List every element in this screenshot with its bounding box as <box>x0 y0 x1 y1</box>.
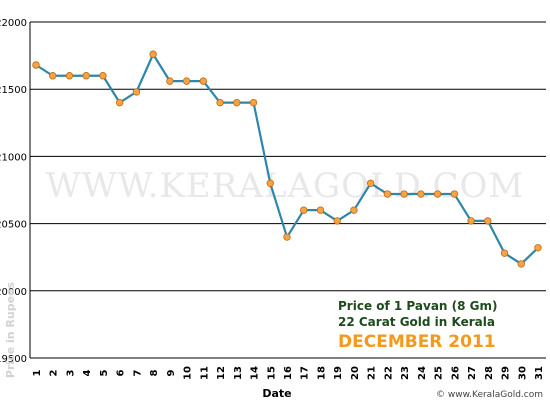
x-tick-label: 7 <box>132 369 143 376</box>
grid-lines <box>30 21 546 359</box>
data-point <box>316 206 325 214</box>
data-point <box>115 98 124 107</box>
x-tick-label: 5 <box>99 369 110 376</box>
data-point <box>534 244 542 252</box>
data-point <box>283 233 291 241</box>
x-tick-label: 28 <box>484 366 495 380</box>
data-point <box>32 61 40 69</box>
y-axis-label: Price in Rupees <box>4 281 17 378</box>
data-point <box>333 217 341 225</box>
data-point <box>65 72 74 80</box>
x-tick-label: 27 <box>467 366 478 380</box>
data-point <box>300 206 308 214</box>
y-tick-label: 21500 <box>0 85 27 96</box>
x-tick-label: 19 <box>333 366 344 380</box>
y-tick-label: 20000 <box>0 287 27 298</box>
x-tick-label: 10 <box>183 366 194 380</box>
data-point <box>517 260 525 268</box>
x-tick-label: 26 <box>450 366 461 380</box>
x-tick-label: 20 <box>350 366 361 380</box>
x-tick-label: 14 <box>250 366 261 380</box>
x-tick-label: 11 <box>199 366 210 380</box>
x-tick-label: 31 <box>534 366 545 380</box>
data-point <box>132 88 141 96</box>
data-point <box>166 77 174 85</box>
x-tick-label: 18 <box>316 366 327 380</box>
x-tick-label: 12 <box>216 366 227 380</box>
data-point <box>149 50 157 58</box>
annotation-month: DECEMBER 2011 <box>338 332 496 352</box>
x-tick-label: 13 <box>233 366 244 380</box>
data-point <box>82 72 90 80</box>
data-point <box>484 217 492 225</box>
x-tick-label: 4 <box>82 369 93 376</box>
data-point <box>49 72 57 80</box>
y-tick-label: 22000 <box>0 18 27 29</box>
data-point <box>450 190 459 198</box>
data-point <box>366 179 375 187</box>
data-point <box>182 77 191 85</box>
watermark-text: WWW.KERALAGOLD.COM <box>46 166 524 206</box>
x-tick-label: 2 <box>49 369 60 376</box>
x-tick-label: 25 <box>434 366 445 380</box>
data-point <box>383 190 392 198</box>
x-tick-label: 16 <box>283 366 294 380</box>
x-tick-label: 9 <box>166 369 177 376</box>
data-point <box>99 72 107 80</box>
data-point <box>433 190 442 198</box>
x-tick-label: 29 <box>501 366 512 380</box>
data-point <box>233 98 241 107</box>
data-point <box>216 98 224 107</box>
x-tick-label: 23 <box>400 366 411 380</box>
x-tick-labels: 1 2 3 4 5 6 7 8 9 10 11 12 13 14 15 16 17 18 19 20 21 22 23 24 2… <box>32 366 545 380</box>
x-tick-label: 6 <box>116 369 127 376</box>
data-point <box>249 98 258 107</box>
data-point <box>467 217 475 225</box>
y-tick-label: 19500 <box>0 354 27 365</box>
data-point <box>417 190 425 198</box>
price-series <box>35 53 539 266</box>
x-tick-label: 1 <box>32 369 43 376</box>
data-point <box>400 190 408 198</box>
x-tick-label: 24 <box>417 366 428 380</box>
x-tick-label: 3 <box>65 369 76 376</box>
credit-text: © www.KeralaGold.com <box>436 390 543 400</box>
x-tick-label: 30 <box>517 366 528 380</box>
data-point <box>199 77 208 85</box>
x-tick-label: 17 <box>300 366 311 380</box>
y-tick-label: 20500 <box>0 220 27 231</box>
x-tick-label: 15 <box>266 366 277 380</box>
data-point <box>266 179 274 187</box>
price-line <box>35 53 539 266</box>
annotation-line1: Price of 1 Pavan (8 Gm) <box>338 299 498 313</box>
x-tick-label: 22 <box>383 366 394 380</box>
y-tick-label: 21000 <box>0 152 27 163</box>
x-tick-label: 8 <box>149 369 160 376</box>
annotation-line2: 22 Carat Gold in Kerala <box>338 315 495 329</box>
y-tick-labels: 19500 20000 20500 21000 21500 22000 <box>0 18 27 365</box>
price-markers <box>32 50 542 268</box>
data-point <box>500 249 509 257</box>
data-point <box>350 206 358 214</box>
x-axis-label: Date <box>262 387 291 400</box>
x-tick-label: 21 <box>367 366 378 380</box>
